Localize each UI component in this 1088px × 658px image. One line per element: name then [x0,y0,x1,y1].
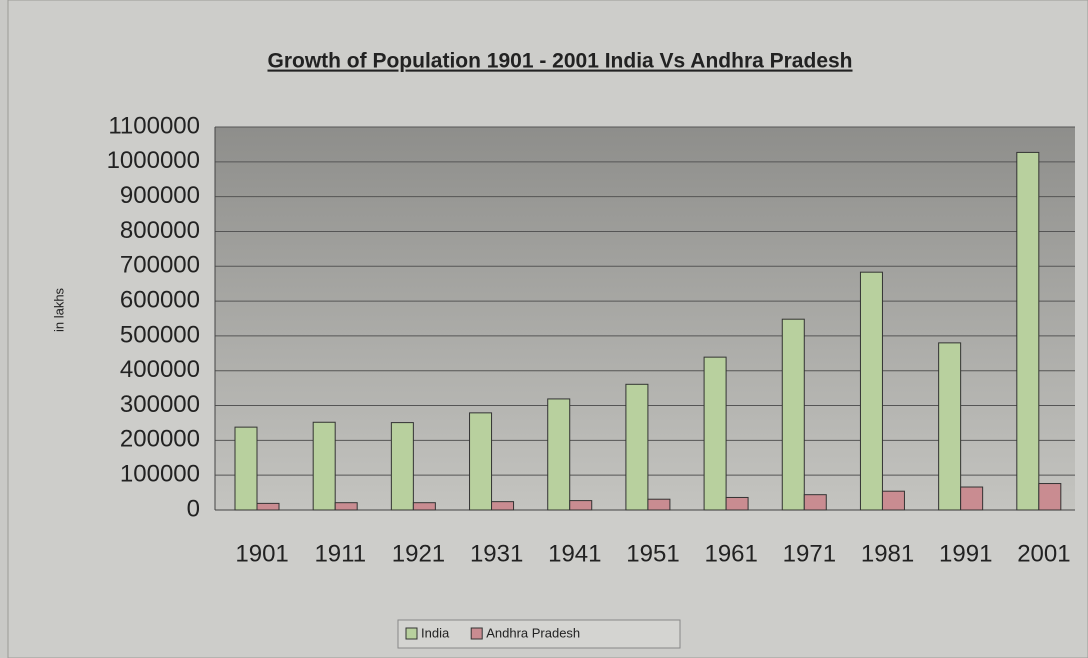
bar [625,383,649,511]
legend-swatch [405,627,418,640]
y-tick-label: 900000 [120,182,200,209]
y-tick-label: 0 [187,495,200,522]
x-tick-label: 1941 [548,540,601,567]
y-tick-label: 600000 [120,286,200,313]
bar [412,502,436,511]
chart-title: Growth of Population 1901 - 2001 India V… [267,50,852,73]
bar [334,502,358,511]
bar [234,426,258,511]
legend-box [397,619,681,649]
bar [647,498,671,511]
bar [781,318,805,511]
bar [569,500,593,511]
y-tick-label: 700000 [120,252,200,279]
legend-label: Andhra Pradesh [486,625,580,640]
bar [881,490,905,511]
bar [703,356,727,511]
bar [859,271,883,511]
y-tick-label: 300000 [120,391,200,418]
x-tick-label: 1951 [626,540,679,567]
x-tick-label: 1991 [939,540,992,567]
legend-swatch [470,627,483,640]
y-tick-label: 800000 [120,217,200,244]
bar [256,502,280,511]
y-tick-label: 100000 [120,461,200,488]
y-axis-label: in lakhs [51,287,66,332]
y-tick-label: 1100000 [108,112,200,139]
legend: India Andhra Pradesh [397,619,681,649]
x-tick-label: 1971 [783,540,836,567]
y-tick-label: 400000 [120,356,200,383]
bar [725,496,749,511]
x-tick-label: 1911 [314,540,366,567]
bar [312,421,336,511]
bar [491,501,515,511]
y-tick-label: 1000000 [107,147,200,174]
x-tick-label: 1901 [235,540,288,567]
x-tick-label: 1931 [470,540,523,567]
y-tick-label: 200000 [120,426,200,453]
bar [1016,151,1040,511]
x-tick-label: 1921 [392,540,445,567]
bar [390,422,414,511]
bar [938,342,962,511]
x-tick-label: 2001 [1017,540,1070,567]
bar [469,412,493,511]
x-tick-label: 1961 [704,540,757,567]
legend-label: India [421,625,450,640]
x-tick-label: 1981 [861,540,914,567]
bar [547,398,571,511]
bar [960,486,984,511]
y-tick-label: 500000 [120,321,200,348]
bar [1038,483,1062,511]
bar [803,494,827,511]
